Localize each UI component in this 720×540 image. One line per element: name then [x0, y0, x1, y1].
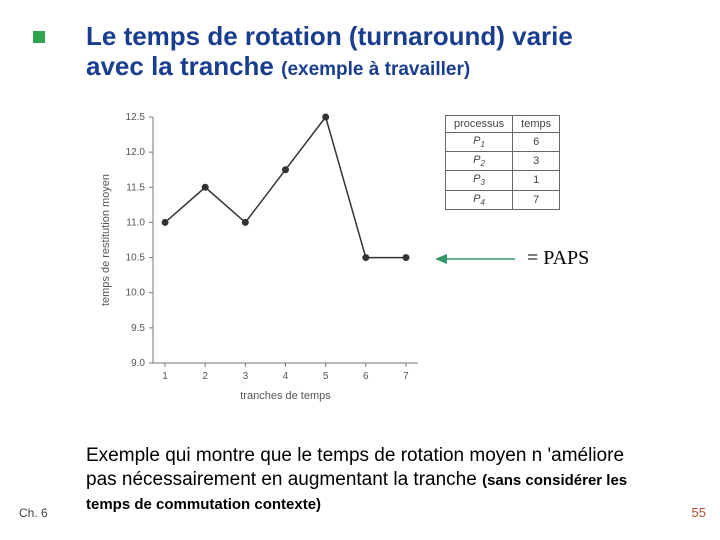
svg-text:3: 3 — [243, 371, 249, 382]
proc-cell: P1 — [446, 133, 513, 152]
page-number: 55 — [692, 505, 706, 520]
svg-text:9.5: 9.5 — [131, 323, 145, 334]
table-row: P47 — [446, 190, 560, 209]
table-row: P23 — [446, 152, 560, 171]
time-cell: 7 — [513, 190, 560, 209]
chart-svg: 9.0 9.5 10.0 10.5 11.0 11.5 12.0 12.5 1 2 3 4 5 6 7 tra… — [95, 105, 430, 405]
table-row: P31 — [446, 171, 560, 190]
svg-text:12.0: 12.0 — [126, 147, 146, 158]
svg-text:1: 1 — [162, 371, 168, 382]
svg-text:10.5: 10.5 — [126, 253, 146, 264]
svg-text:12.5: 12.5 — [126, 112, 146, 123]
time-cell: 3 — [513, 152, 560, 171]
svg-text:2: 2 — [202, 371, 208, 382]
process-table: processus temps P16P23P31P47 — [445, 115, 585, 210]
svg-text:9.0: 9.0 — [131, 358, 145, 369]
time-cell: 6 — [513, 133, 560, 152]
title-line2-main: avec la tranche — [86, 51, 281, 81]
body-text: Exemple qui montre que le temps de rotat… — [86, 444, 646, 515]
turnaround-chart: 9.0 9.5 10.0 10.5 11.0 11.5 12.0 12.5 1 2 3 4 5 6 7 tra… — [95, 105, 430, 405]
page-title: Le temps de rotation (turnaround) varie … — [86, 22, 686, 82]
proc-cell: P3 — [446, 171, 513, 190]
arrow-left-icon — [435, 252, 517, 266]
proc-cell: P4 — [446, 190, 513, 209]
svg-text:11.5: 11.5 — [126, 182, 145, 193]
accent-square — [33, 31, 45, 43]
svg-text:10.0: 10.0 — [126, 288, 146, 299]
svg-text:11.0: 11.0 — [126, 217, 145, 228]
svg-text:temps de restitution moyen: temps de restitution moyen — [100, 174, 112, 306]
time-cell: 1 — [513, 171, 560, 190]
title-line1: Le temps de rotation (turnaround) varie — [86, 21, 573, 51]
title-line2-paren: (exemple à travailler) — [281, 59, 470, 80]
svg-text:4: 4 — [283, 371, 289, 382]
svg-text:5: 5 — [323, 371, 329, 382]
svg-text:7: 7 — [403, 371, 409, 382]
svg-text:tranches de temps: tranches de temps — [240, 390, 331, 402]
proc-cell: P2 — [446, 152, 513, 171]
table-header-proc: processus — [446, 116, 513, 133]
table-row: P16 — [446, 133, 560, 152]
paps-annotation: = PAPS — [435, 247, 589, 270]
svg-text:6: 6 — [363, 371, 369, 382]
paps-label: = PAPS — [527, 247, 589, 270]
table-header-time: temps — [513, 116, 560, 133]
chapter-label: Ch. 6 — [19, 506, 48, 520]
